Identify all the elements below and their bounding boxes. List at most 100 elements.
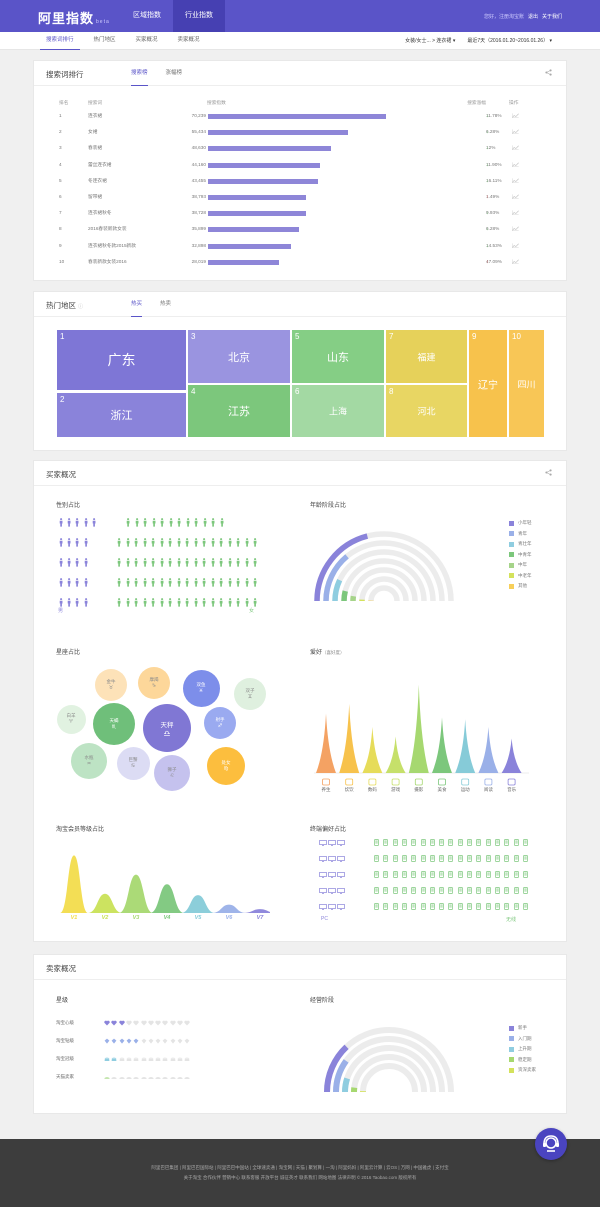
female-person-icon	[143, 558, 147, 567]
mobile-phone-icon	[439, 855, 444, 862]
constellation-bubble[interactable]: 双子 ♊	[234, 678, 266, 710]
nav-industry-index[interactable]: 行业指数	[173, 0, 225, 32]
search-term[interactable]: 连衣裙	[88, 113, 103, 118]
region-cell[interactable]: 2 浙江	[56, 392, 187, 438]
trend-chart-icon[interactable]	[512, 242, 519, 248]
table-row[interactable]: 10 春装新款女装2016 28,019 47.09% ↑	[54, 254, 554, 270]
nav-region-index[interactable]: 区域指数	[133, 12, 161, 19]
trend-chart-icon[interactable]	[512, 210, 519, 215]
zodiac-icon: ♐	[217, 723, 223, 729]
constellation-bubble[interactable]: 双鱼 ♓	[182, 669, 220, 707]
constellation-bubble[interactable]: 射手 ♐	[204, 707, 236, 739]
tab-buyer-overview[interactable]: 买家概况	[135, 37, 158, 43]
constellation-bubble[interactable]: 白羊 ♈	[56, 704, 86, 734]
star-level-label: 淘宝冠级	[56, 1056, 74, 1061]
female-person-icon	[186, 518, 190, 527]
mobile-phone-icon	[420, 887, 426, 894]
legend-item: 小年轻	[509, 520, 532, 531]
female-person-icon	[143, 518, 147, 527]
region-cell[interactable]: 4 江苏	[187, 384, 291, 438]
share-icon[interactable]	[545, 469, 552, 476]
category-select[interactable]: 女装/女士... > 连衣裙 ▾	[405, 38, 456, 44]
constellation-bubble[interactable]: 巨蟹 ♋	[116, 746, 150, 780]
region-cell[interactable]: 9 辽宁	[468, 329, 508, 438]
constellation-bubble[interactable]: 狮子 ♌	[154, 755, 190, 791]
trend-chart-icon[interactable]	[512, 259, 519, 264]
table-row[interactable]: 6 留带裙 38,793 1.49% ↑	[54, 189, 554, 205]
mobile-phone-icon	[392, 855, 398, 862]
mobile-phone-icon	[402, 871, 407, 878]
level-badge-icon	[141, 1074, 147, 1080]
mobile-phone-icon	[513, 839, 519, 846]
footer-links[interactable]: 阿里巴巴集团 | 阿里巴巴国际站 | 阿里巴巴中国站 | 全球速卖通 | 淘宝网…	[151, 1165, 449, 1170]
tab-hot-regions[interactable]: 热门地区	[93, 37, 116, 43]
customer-service-button[interactable]	[535, 1128, 567, 1160]
constellation-bubble[interactable]: 水瓶 ♒	[71, 743, 107, 779]
trend-chart-icon[interactable]	[512, 161, 519, 167]
tab-search-rank[interactable]: 搜索词排行	[40, 32, 80, 50]
constellation-bubble[interactable]: 天秤 ♎	[143, 704, 191, 752]
region-name: 广东	[107, 352, 136, 368]
mobile-phone-icon	[439, 871, 444, 878]
male-person-icon	[59, 578, 63, 587]
mobile-phone-icon	[495, 871, 500, 878]
table-row[interactable]: 7 连衣裙秋冬 38,728 9.93% ↓	[54, 205, 554, 221]
search-term[interactable]: 春装新款女装2016	[88, 258, 127, 264]
constellation-bubble[interactable]: 摩羯 ♑	[138, 667, 170, 699]
search-term[interactable]: 连衣裙秋冬	[88, 210, 112, 216]
logo[interactable]: 阿里指数 beta	[38, 11, 110, 26]
constellation-bubble[interactable]: 处女 ♍	[207, 747, 245, 785]
table-row[interactable]: 1 连衣裙 70,239 11.78% ↓	[54, 108, 554, 124]
tab-seller-overview[interactable]: 卖家概况	[177, 37, 200, 43]
level-badge-icon	[162, 1056, 168, 1062]
legend-swatch	[509, 1057, 514, 1062]
level-badge-icon	[155, 1056, 161, 1062]
region-cell[interactable]: 5 山东	[291, 329, 385, 384]
trend-chart-icon[interactable]	[512, 129, 519, 134]
search-term[interactable]: 春装裙	[88, 145, 103, 151]
table-row[interactable]: 8 2016春装新款女装 35,899 6.28% ↓	[54, 221, 554, 237]
region-cell[interactable]: 3 北京	[187, 329, 291, 384]
search-term[interactable]: 冬连衣裙	[88, 177, 107, 183]
tab-hot-buy[interactable]: 热买	[131, 292, 143, 317]
region-name: 辽宁	[478, 380, 498, 391]
trend-chart-icon[interactable]	[512, 194, 519, 199]
date-range-select[interactable]: 最近7天（2016.01.20~2016.01.26） ▾	[467, 38, 552, 44]
region-cell[interactable]: 6 上海	[291, 384, 385, 438]
logout-link[interactable]: 退出	[527, 14, 538, 20]
search-term[interactable]: 女裙	[88, 129, 98, 135]
table-row[interactable]: 5 冬连衣裙 43,455 16.11% ↓	[54, 173, 554, 189]
search-term[interactable]: 留带裙	[88, 193, 103, 199]
hobby-icon	[368, 778, 377, 786]
table-row[interactable]: 3 春装裙 48,630 12% ↓	[54, 140, 554, 156]
tab-growth-list[interactable]: 涨幅榜	[165, 70, 183, 76]
trend-chart-icon[interactable]	[512, 178, 519, 183]
table-row[interactable]: 2 女裙 55,434 6.28% ↓	[54, 124, 554, 140]
trend-chart-icon[interactable]	[512, 113, 519, 118]
constellation-bubble[interactable]: 金牛 ♉	[95, 669, 127, 701]
about-link[interactable]: 关于我们	[541, 14, 562, 20]
search-term[interactable]: 2016春装新款女装	[88, 226, 127, 232]
search-term[interactable]: 连衣裙秋冬款2015新款	[88, 242, 136, 248]
hobby-spike	[385, 736, 406, 773]
tab-hot-sell[interactable]: 热卖	[160, 301, 172, 307]
region-cell[interactable]: 1 广东	[56, 329, 187, 391]
level-badge-icon	[155, 1020, 161, 1026]
tab-search-list[interactable]: 搜索榜	[131, 61, 148, 86]
constellation-bubble[interactable]: 天蝎 ♏	[93, 703, 135, 745]
hobby-label: 养生	[321, 787, 331, 792]
region-cell[interactable]: 8 河北	[385, 384, 468, 438]
search-term[interactable]: 蕾丝连衣裙	[88, 161, 112, 167]
trend-chart-icon[interactable]	[512, 226, 519, 232]
region-cell[interactable]: 7 福建	[385, 329, 468, 384]
trend-chart-icon[interactable]	[512, 145, 519, 151]
table-row[interactable]: 9 连衣裙秋冬款2015新款 32,898 14.53% ↓	[54, 238, 554, 254]
table-row[interactable]: 4 蕾丝连衣裙 44,160 11.90% ↓	[54, 157, 554, 173]
seller-overview-card: 卖家概况 星级 淘宝心级 淘宝钻级 淘宝冠级 天猫卖家 经营阶段 新手 入门期 上升期 稳定…	[33, 954, 567, 1114]
male-person-icon	[92, 518, 96, 527]
mobile-phone-icon	[495, 839, 500, 846]
constellation-name: 天蝎	[109, 718, 119, 723]
region-cell[interactable]: 10 四川	[508, 329, 545, 438]
info-icon[interactable]: ⓘ	[78, 304, 84, 310]
share-icon[interactable]	[545, 69, 552, 76]
